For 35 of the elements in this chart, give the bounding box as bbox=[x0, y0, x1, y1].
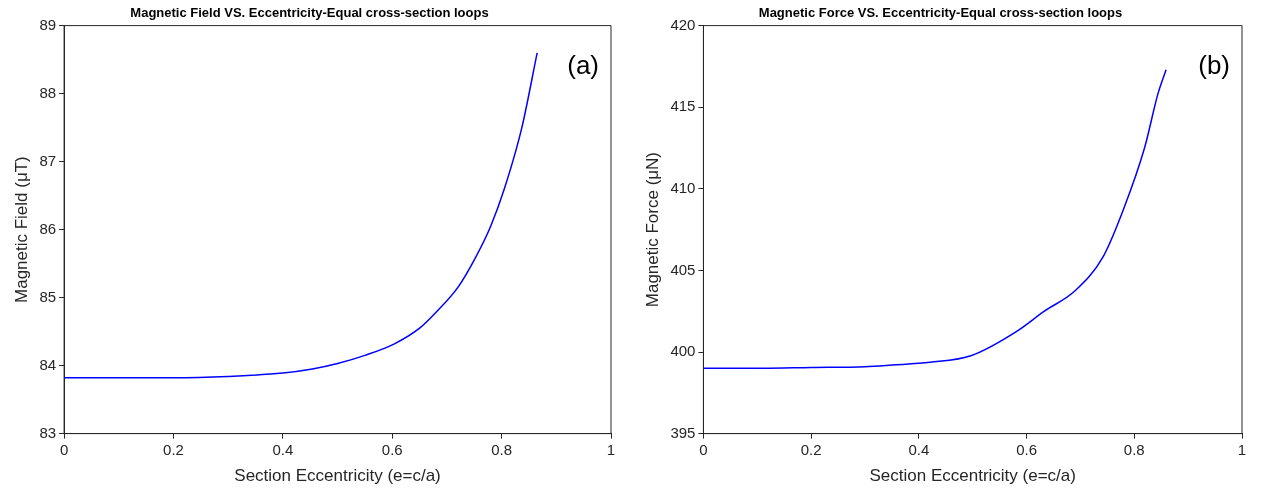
y-tick-label: 86 bbox=[39, 219, 57, 237]
x-tick-label: 0.2 bbox=[800, 440, 822, 458]
y-tick-label: 395 bbox=[670, 423, 696, 441]
line-series bbox=[64, 52, 538, 379]
y-axis-title: Magnetic Force (μN) bbox=[642, 151, 662, 308]
y-tick-label: 85 bbox=[39, 287, 57, 305]
y-tick-label: 405 bbox=[670, 260, 696, 278]
annotation: (b) bbox=[1198, 49, 1230, 80]
y-tick-label: 87 bbox=[39, 151, 57, 169]
chart-title: Magnetic Force VS. Eccentricity-Equal cross-section loops bbox=[758, 5, 1123, 21]
annotation: (a) bbox=[567, 49, 599, 80]
x-tick-label: 0 bbox=[59, 440, 69, 458]
y-tick-label: 415 bbox=[670, 97, 696, 115]
x-tick-label: 0.4 bbox=[908, 440, 930, 458]
y-axis-title: Magnetic Field (μT) bbox=[11, 156, 31, 303]
x-tick-label: 0.8 bbox=[491, 440, 513, 458]
y-tick-label: 420 bbox=[670, 15, 696, 33]
y-tick-label: 410 bbox=[670, 178, 696, 196]
x-tick-label: 0.6 bbox=[381, 440, 403, 458]
x-axis-title: Section Eccentricity (e=c/a) bbox=[234, 466, 441, 486]
x-tick-label: 0.8 bbox=[1123, 440, 1145, 458]
x-tick-label: 0 bbox=[699, 440, 708, 458]
y-tick-label: 400 bbox=[670, 342, 696, 360]
y-tick-label: 88 bbox=[39, 83, 57, 101]
y-tick-label: 84 bbox=[39, 355, 57, 373]
x-tick-label: 0.4 bbox=[272, 440, 294, 458]
x-tick-label: 1 bbox=[1237, 440, 1247, 458]
x-tick-label: 1 bbox=[606, 440, 616, 458]
chart-title: Magnetic Field VS. Eccentricity-Equal cross-section loops bbox=[130, 5, 489, 21]
y-tick-label: 83 bbox=[39, 423, 57, 441]
x-axis-title: Section Eccentricity (e=c/a) bbox=[869, 466, 1076, 486]
y-tick-label: 89 bbox=[39, 15, 57, 33]
line-series bbox=[703, 69, 1167, 370]
x-tick-label: 0.6 bbox=[1016, 440, 1037, 458]
x-tick-label: 0.2 bbox=[163, 440, 184, 458]
